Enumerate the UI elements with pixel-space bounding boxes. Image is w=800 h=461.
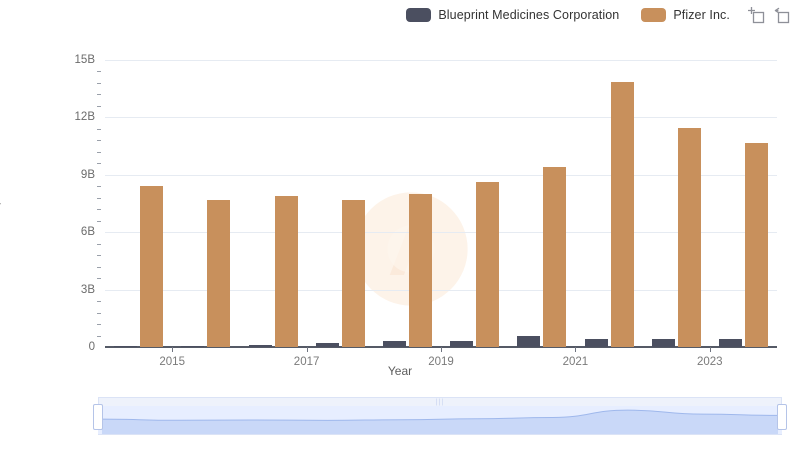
bar-pfizer-2019[interactable] xyxy=(476,182,499,348)
bar-blueprint-2022[interactable] xyxy=(652,339,675,347)
x-axis-tick xyxy=(710,347,711,352)
y-axis-minor-tick xyxy=(97,129,101,130)
x-axis-tick xyxy=(307,347,308,352)
bar-pfizer-2021[interactable] xyxy=(611,82,634,347)
y-axis-tick-label: 6B xyxy=(81,226,95,238)
y-axis-minor-tick xyxy=(97,244,101,245)
chart-toolbox xyxy=(742,4,792,26)
y-axis-minor-tick xyxy=(97,221,101,222)
bar-pfizer-2014[interactable] xyxy=(140,186,163,347)
bar-blueprint-2016[interactable] xyxy=(249,345,272,347)
zoom-reset-icon[interactable] xyxy=(770,4,792,26)
x-axis-title: Year xyxy=(0,364,800,378)
bar-pfizer-2020[interactable] xyxy=(543,167,566,347)
gridline xyxy=(105,175,777,176)
x-axis-tick xyxy=(575,347,576,352)
x-axis-tick xyxy=(441,347,442,352)
legend-swatch-blueprint xyxy=(406,8,431,22)
y-axis-minor-tick xyxy=(97,278,101,279)
y-axis-title: R&D Expenses xyxy=(0,166,1,247)
gridline xyxy=(105,117,777,118)
bar-blueprint-2014[interactable] xyxy=(114,346,137,348)
y-axis-minor-tick xyxy=(97,324,101,325)
bar-blueprint-2019[interactable] xyxy=(450,341,473,347)
range-slider-handle-left[interactable] xyxy=(93,404,103,430)
y-axis-tick-label: 0 xyxy=(89,341,95,353)
gridline xyxy=(105,60,777,61)
bar-pfizer-2023[interactable] xyxy=(745,143,768,347)
bar-pfizer-2017[interactable] xyxy=(342,200,365,347)
y-axis-tick-label: 9B xyxy=(81,169,95,181)
chart-root: Blueprint Medicines Corporation Pfizer I… xyxy=(0,0,800,461)
gridline xyxy=(105,290,777,291)
y-axis-minor-tick xyxy=(97,198,101,199)
y-axis-minor-tick xyxy=(97,255,101,256)
y-axis-minor-tick xyxy=(97,140,101,141)
bar-pfizer-2015[interactable] xyxy=(207,200,230,347)
y-axis-minor-tick xyxy=(97,186,101,187)
plot-panel: 03B6B9B12B15B20152017201920212023 R&D Ex… xyxy=(0,30,800,385)
bar-pfizer-2016[interactable] xyxy=(275,196,298,347)
y-axis-minor-tick xyxy=(97,71,101,72)
y-axis-minor-tick xyxy=(97,83,101,84)
legend-item-pfizer[interactable]: Pfizer Inc. xyxy=(641,8,730,22)
bar-blueprint-2018[interactable] xyxy=(383,341,406,347)
bar-pfizer-2018[interactable] xyxy=(409,194,432,347)
y-axis-minor-tick xyxy=(97,209,101,210)
bar-pfizer-2022[interactable] xyxy=(678,128,701,347)
y-axis-minor-tick xyxy=(97,163,101,164)
range-slider-handle-right[interactable] xyxy=(777,404,787,430)
y-axis-minor-tick xyxy=(97,94,101,95)
y-axis-minor-tick xyxy=(97,336,101,337)
y-axis-minor-tick xyxy=(97,106,101,107)
bar-blueprint-2020[interactable] xyxy=(517,336,540,347)
legend-swatch-pfizer xyxy=(641,8,666,22)
y-axis-tick-label: 15B xyxy=(75,54,95,66)
y-axis-minor-tick xyxy=(97,152,101,153)
bar-blueprint-2015[interactable] xyxy=(181,346,204,348)
x-axis-tick xyxy=(172,347,173,352)
legend-item-blueprint[interactable]: Blueprint Medicines Corporation xyxy=(406,8,619,22)
plot-grid: 03B6B9B12B15B20152017201920212023 xyxy=(105,60,777,347)
legend-label-blueprint: Blueprint Medicines Corporation xyxy=(438,8,619,22)
y-axis-tick-label: 12B xyxy=(75,111,95,123)
gridline xyxy=(105,232,777,233)
y-axis-tick-label: 3B xyxy=(81,284,95,296)
zoom-select-icon[interactable] xyxy=(745,4,767,26)
y-axis-minor-tick xyxy=(97,301,101,302)
bar-blueprint-2021[interactable] xyxy=(585,339,608,347)
legend-label-pfizer: Pfizer Inc. xyxy=(673,8,730,22)
chart-legend: Blueprint Medicines Corporation Pfizer I… xyxy=(0,0,800,30)
range-slider[interactable]: ||| xyxy=(98,397,782,435)
y-axis-minor-tick xyxy=(97,313,101,314)
range-slider-grip: ||| xyxy=(436,399,444,406)
bar-blueprint-2017[interactable] xyxy=(316,343,339,347)
bar-blueprint-2023[interactable] xyxy=(719,339,742,347)
y-axis-minor-tick xyxy=(97,267,101,268)
